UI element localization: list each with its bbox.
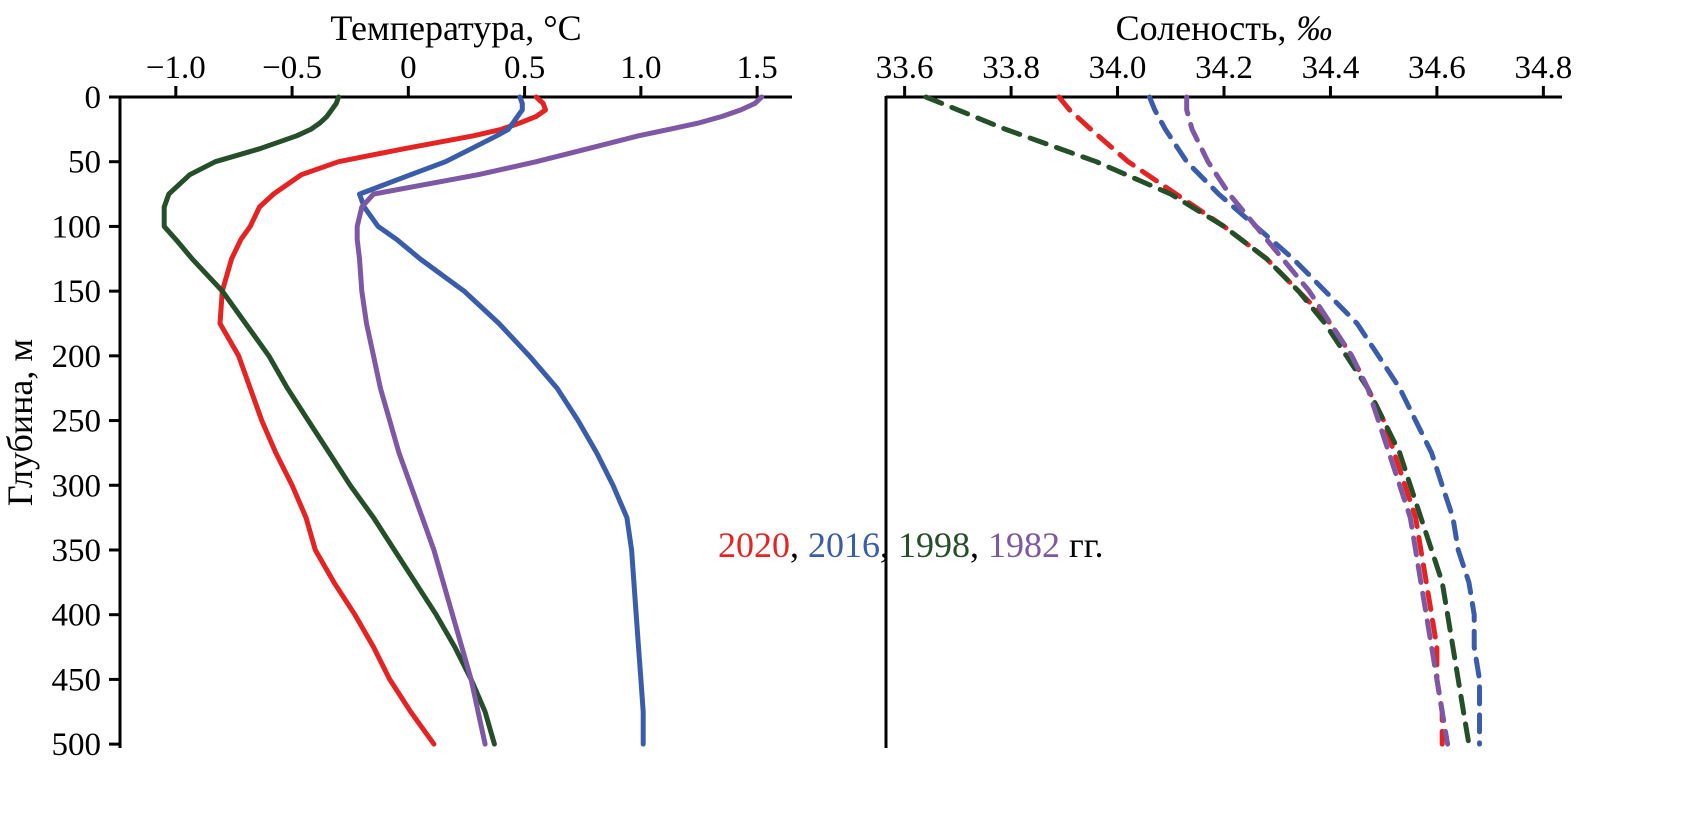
profile-2020-salinity	[1056, 94, 1445, 747]
salinity-panel: 33.6 33.8 34.0 34.2 34.4 34.6 34.8 Соленость, ‰	[876, 8, 1572, 748]
profile-1998-salinity	[923, 94, 1472, 747]
temperature-xtick-label: 1.0	[620, 50, 661, 86]
legend-year-1998: 1998	[898, 525, 970, 565]
salinity-xtick-label: 34.8	[1514, 50, 1572, 86]
salinity-xtick-label: 33.8	[982, 50, 1040, 86]
temperature-xtick-label: 1.5	[736, 50, 777, 86]
profile-1998-temperature	[161, 94, 497, 747]
profile-2020-temperature	[217, 94, 548, 747]
temperature-xtick-label: −1.0	[146, 50, 206, 86]
years-legend: 2020, 2016, 1998, 1982 гг.	[718, 524, 1103, 566]
profile-1982-salinity	[1184, 94, 1451, 747]
depth-tick-label: 500	[52, 727, 102, 763]
legend-year-1982: 1982	[988, 525, 1060, 565]
depth-axis-label: Глубина, м	[0, 339, 40, 506]
depth-tick-label: 150	[52, 274, 102, 310]
depth-tick-label: 200	[52, 339, 102, 375]
depth-tick-label: 0	[85, 80, 102, 116]
profile-2016-temperature	[357, 94, 646, 747]
legend-year-2016: 2016	[808, 525, 880, 565]
salinity-xtick-label: 34.4	[1302, 50, 1360, 86]
temperature-axis-title: Температура, °C	[330, 8, 581, 48]
depth-tick-label: 100	[52, 209, 102, 245]
temperature-xtick-label: 0.5	[504, 50, 545, 86]
temperature-xtick-label: −0.5	[262, 50, 322, 86]
legend-separator: ,	[970, 525, 988, 565]
profile-1982-temperature	[354, 94, 765, 747]
depth-tick-label: 450	[52, 662, 102, 698]
temperature-panel: −1.0 −0.5 0 0.5 1.0 1.5 0 50 100 150 200 250 300 350 4…	[0, 8, 792, 763]
depth-tick-label: 250	[52, 404, 102, 440]
depth-tick-label: 400	[52, 598, 102, 634]
salinity-xtick-label: 34.0	[1089, 50, 1147, 86]
depth-tick-label: 350	[52, 533, 102, 569]
legend-year-2020: 2020	[718, 525, 790, 565]
profile-2016-salinity	[1147, 94, 1482, 747]
salinity-xtick-label: 34.6	[1408, 50, 1466, 86]
temperature-xtick-label: 0	[400, 50, 417, 86]
depth-tick-label: 300	[52, 468, 102, 504]
legend-separator: ,	[880, 525, 898, 565]
salinity-axis-title: Соленость, ‰	[1116, 8, 1333, 48]
depth-tick-label: 50	[68, 145, 101, 181]
salinity-xtick-label: 34.2	[1195, 50, 1253, 86]
legend-separator: ,	[790, 525, 808, 565]
legend-suffix: гг.	[1060, 525, 1104, 565]
salinity-xtick-label: 33.6	[876, 50, 934, 86]
